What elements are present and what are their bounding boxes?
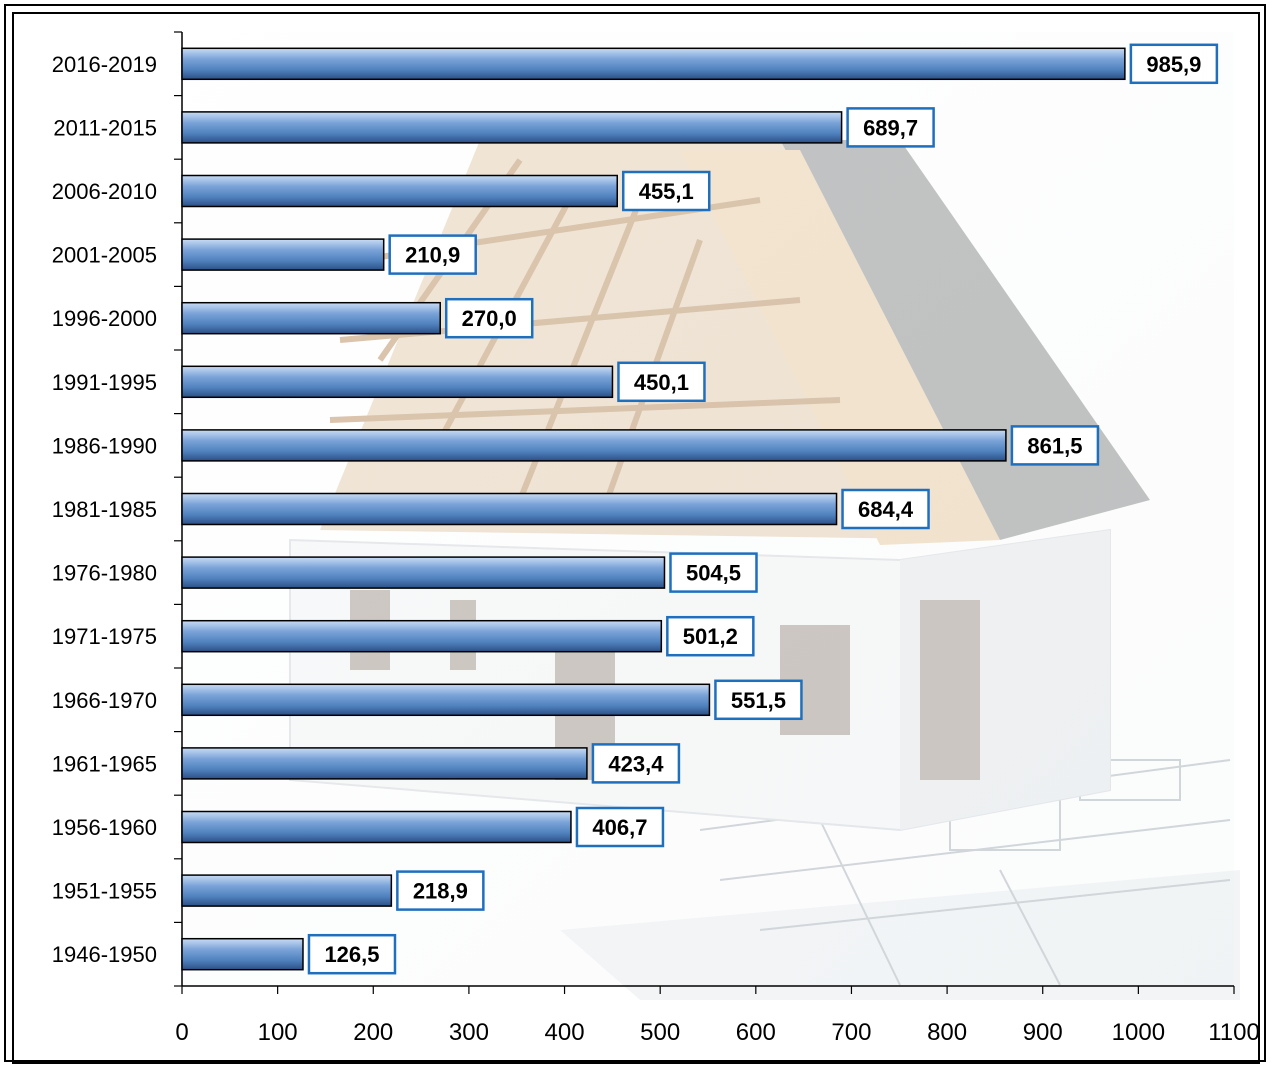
value-label: 455,1: [639, 179, 694, 204]
value-label-box: [714, 679, 803, 721]
value-label-box: [621, 170, 711, 212]
category-label: 1996-2000: [52, 306, 157, 331]
x-tick-label: 200: [353, 1019, 393, 1046]
x-tick-label: 0: [175, 1019, 188, 1046]
bar: [181, 937, 304, 971]
chart-frame-inner: [12, 12, 1260, 1064]
value-label: 270,0: [462, 306, 517, 331]
value-label: 218,9: [413, 879, 468, 904]
category-label: 2016-2019: [52, 52, 157, 77]
bars: [181, 47, 1126, 971]
value-label: 406,7: [592, 815, 647, 840]
value-label: 126,5: [324, 942, 379, 967]
bar: [181, 238, 385, 271]
value-label: 210,9: [405, 243, 460, 268]
value-label: 861,5: [1027, 433, 1082, 458]
bar: [181, 556, 666, 589]
bar: [181, 683, 711, 717]
value-label-box: [841, 488, 930, 530]
value-label-box: [1010, 425, 1100, 466]
value-label: 423,4: [608, 751, 664, 776]
category-label: 1986-1990: [52, 433, 157, 458]
chart-frame-outer: [4, 4, 1266, 1062]
bar: [181, 619, 663, 653]
category-label: 1981-1985: [52, 497, 157, 522]
x-tick-label: 500: [640, 1019, 680, 1046]
category-labels: 2016-2019 2011-2015 2006-2010 2001-2005 1996…: [52, 52, 157, 967]
bar: [181, 365, 614, 399]
category-label: 1956-1960: [52, 815, 157, 840]
value-label: 551,5: [731, 688, 786, 713]
value-label-box: [388, 234, 477, 275]
category-label: 1951-1955: [52, 879, 157, 904]
value-label: 684,4: [858, 497, 914, 522]
category-label: 2006-2010: [52, 179, 157, 204]
x-tick-label: 1100: [1208, 1019, 1260, 1046]
value-label-box: [846, 107, 935, 148]
value-label-box: [444, 297, 534, 339]
category-label: 1961-1965: [52, 751, 157, 776]
bar: [181, 301, 441, 335]
value-label-box: [396, 870, 485, 911]
x-tick-label: 1000: [1112, 1019, 1165, 1046]
value-label: 985,9: [1146, 52, 1201, 77]
value-label-box: [669, 552, 758, 593]
x-tick-label: 800: [927, 1019, 967, 1046]
x-tick-labels: 0 100 200 300 400 500 600 700 800 900 1000 1100: [175, 1019, 1259, 1046]
bar: [181, 111, 843, 144]
category-label: 1971-1975: [52, 624, 157, 649]
x-tick-label: 900: [1023, 1019, 1063, 1046]
bar: [181, 492, 838, 526]
value-label: 501,2: [683, 624, 738, 649]
x-tick-label: 400: [545, 1019, 585, 1046]
value-label-box: [666, 615, 755, 657]
bar: [181, 174, 618, 208]
x-tick-label: 700: [831, 1019, 871, 1046]
value-labels: 985,9 689,7 455,1 210,9 270,0 450,1 861,5 684,4…: [307, 43, 1219, 975]
category-label: 2001-2005: [52, 243, 157, 268]
category-label: 1946-1950: [52, 942, 157, 967]
bar: [181, 429, 1007, 462]
x-tick-label: 100: [258, 1019, 298, 1046]
bar: [181, 874, 393, 907]
value-label-box: [591, 743, 681, 784]
value-label: 504,5: [686, 561, 741, 586]
value-label: 689,7: [863, 115, 918, 140]
category-label: 1976-1980: [52, 561, 157, 586]
value-label-box: [1129, 43, 1219, 85]
x-tick-label: 300: [449, 1019, 489, 1046]
value-label-box: [307, 933, 397, 975]
value-label-box: [575, 806, 665, 848]
value-label-box: [617, 361, 706, 403]
category-label: 1991-1995: [52, 370, 157, 395]
bar: [181, 747, 588, 780]
bar: [181, 810, 572, 844]
x-tick-label: 600: [736, 1019, 776, 1046]
value-label: 450,1: [634, 370, 689, 395]
category-label: 1966-1970: [52, 688, 157, 713]
bar: [181, 47, 1126, 81]
category-label: 2011-2015: [53, 115, 157, 140]
